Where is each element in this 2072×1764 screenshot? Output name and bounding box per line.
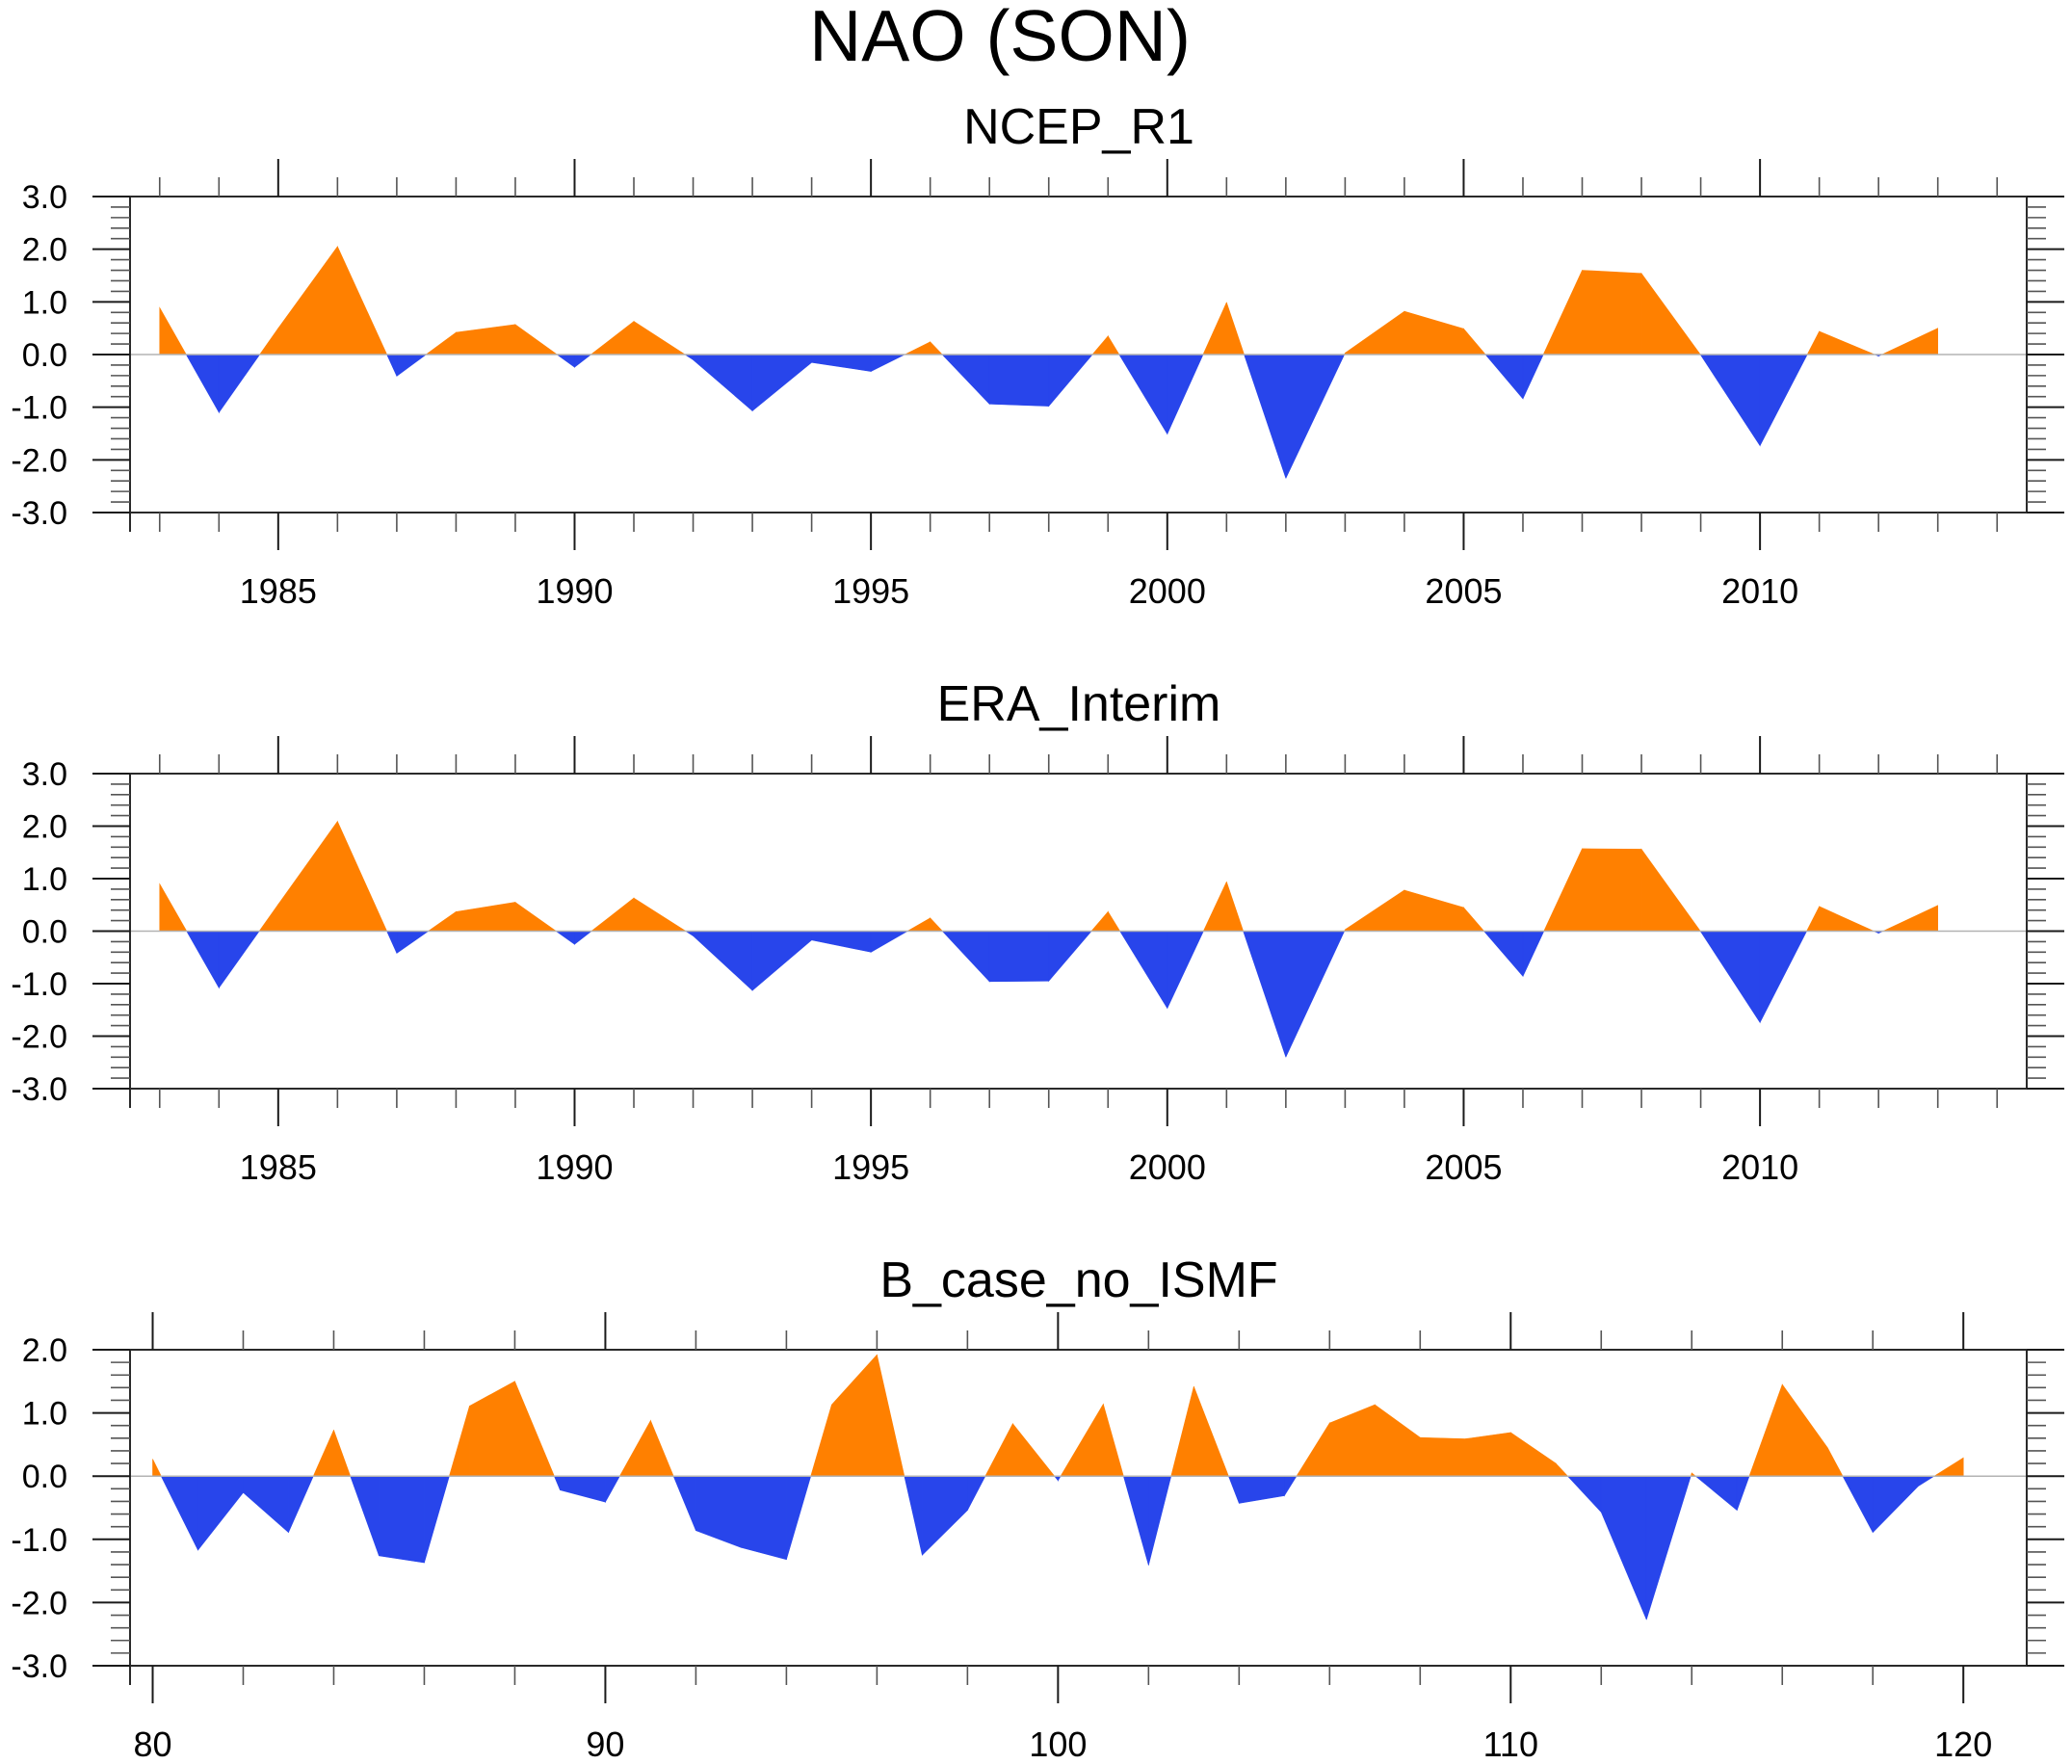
y-tick-label: -1.0 <box>11 966 67 1003</box>
y-tick-label: -3.0 <box>11 1648 67 1685</box>
panel-title: B_case_no_ISMF <box>879 1252 1277 1308</box>
x-tick-label: 2005 <box>1425 1147 1502 1187</box>
x-tick-label: 2000 <box>1129 571 1206 611</box>
panel-era-interim: ERA_Interim -3.0 -2.0 -1.0 0.0 1.0 2.0 3.0 1985… <box>11 676 2064 1187</box>
x-tick-label: 1990 <box>536 1147 613 1187</box>
negative-area <box>185 354 1882 479</box>
y-tick-label: 3.0 <box>22 179 67 216</box>
x-tick-label: 100 <box>1029 1725 1087 1764</box>
y-tick-label: -2.0 <box>11 1019 67 1056</box>
negative-area <box>160 1475 1935 1620</box>
panel-b-case-no-ismf: B_case_no_ISMF -3.0 -2.0 -1.0 0.0 1.0 2.0 80 90… <box>11 1252 2064 1764</box>
negative-area-segment <box>741 1475 787 1561</box>
x-tick-label: 1985 <box>240 571 317 611</box>
panel-ncep-r1: NCEP_R1 -3.0 -2.0 -1.0 0.0 1.0 2.0 3.0 1985 1990… <box>11 99 2064 611</box>
x-tick-label: 2010 <box>1721 571 1798 611</box>
positive-area <box>159 246 1939 355</box>
axes <box>92 1349 2064 1685</box>
y-tick-label: 1.0 <box>22 861 67 898</box>
y-tick-label: -3.0 <box>11 495 67 532</box>
panel-title: ERA_Interim <box>937 676 1221 732</box>
y-tick-label: -1.0 <box>11 1522 67 1559</box>
negative-area-segment <box>988 354 1050 407</box>
y-tick-label: 2.0 <box>22 1332 67 1369</box>
positive-area-segment <box>1419 1436 1466 1477</box>
x-tick-label: 1995 <box>832 571 909 611</box>
y-tick-label: -2.0 <box>11 442 67 479</box>
y-tick-label: 3.0 <box>22 756 67 793</box>
positive-area-segment <box>1582 270 1642 355</box>
figure-title: NAO (SON) <box>809 0 1191 76</box>
x-tick-label: 2000 <box>1129 1147 1206 1187</box>
y-tick-label: 2.0 <box>22 809 67 846</box>
positive-area <box>152 1354 1964 1477</box>
y-tick-label: -2.0 <box>11 1585 67 1621</box>
y-tick-label: 1.0 <box>22 284 67 321</box>
y-tick-label: 0.0 <box>22 914 67 951</box>
y-tick-label: 1.0 <box>22 1396 67 1433</box>
positive-area-segment <box>1582 848 1642 932</box>
x-tick-label: 80 <box>133 1725 171 1764</box>
y-tick-label: -1.0 <box>11 390 67 427</box>
x-tick-label: 110 <box>1483 1725 1538 1764</box>
y-tick-label: 2.0 <box>22 232 67 269</box>
x-tick-label: 1990 <box>536 571 613 611</box>
x-tick-label: 2005 <box>1425 571 1502 611</box>
positive-area <box>159 820 1939 932</box>
x-tick-label: 120 <box>1934 1725 1992 1764</box>
positive-area-segment <box>1464 1432 1511 1477</box>
y-tick-label: 0.0 <box>22 1459 67 1495</box>
x-tick-label: 2010 <box>1721 1147 1798 1187</box>
negative-area <box>186 931 1883 1058</box>
panel-title: NCEP_R1 <box>963 99 1194 155</box>
negative-area-segment <box>379 1475 425 1564</box>
x-tick-label: 90 <box>586 1725 624 1764</box>
y-tick-label: 0.0 <box>22 337 67 374</box>
negative-area-segment <box>988 931 1050 983</box>
x-tick-label: 1995 <box>832 1147 909 1187</box>
x-tick-label: 1985 <box>240 1147 317 1187</box>
y-tick-label: -3.0 <box>11 1071 67 1108</box>
